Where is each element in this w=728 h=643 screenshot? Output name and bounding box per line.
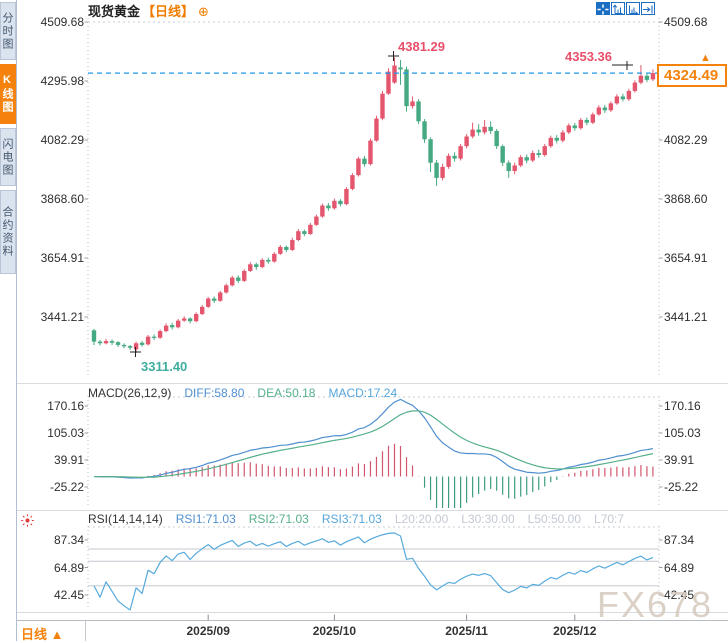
rsi2-value: RSI2:71.03	[248, 512, 309, 526]
date-label: 2025/09	[186, 624, 230, 638]
sidebar: 分时图 K线图闪电图合约资料	[0, 0, 17, 641]
macd-dea-value: DEA:50.18	[257, 386, 316, 400]
price-axis-label: 3868.60	[664, 191, 708, 206]
extreme-markers	[130, 51, 633, 357]
chart-header: 现货黄金 【日线】 ⊕	[88, 1, 209, 20]
price-axis-label: 4082.29	[664, 133, 708, 147]
fit-vertical-icon	[612, 4, 623, 14]
price-axis-label: 3441.21	[664, 310, 708, 324]
price-axis-label: 4295.98	[40, 74, 84, 88]
panel-divider	[17, 383, 728, 384]
macd-axis-label: -25.22	[664, 480, 699, 494]
symbol-title: 现货黄金	[88, 4, 141, 19]
macd-axis-label: 105.03	[664, 426, 701, 440]
rsi-title: RSI(14,14,14)	[88, 512, 163, 526]
rsi-header: RSI(14,14,14) RSI1:71.03 RSI2:71.03 RSI3:71…	[88, 512, 650, 526]
price-axis-label: 4509.68	[664, 15, 708, 29]
macd-diff-line	[93, 398, 654, 479]
macd-diff-value: DIFF:58.80	[184, 386, 245, 400]
macd-axis-label: 105.03	[47, 426, 84, 440]
crosshair-tool-icon	[597, 4, 609, 15]
price-axis-label: 3441.21	[40, 310, 84, 324]
panel-divider	[17, 510, 728, 511]
rsi-level-label: L20:20.00	[394, 512, 449, 526]
up-triangle-icon: ▲	[700, 52, 711, 64]
last-price-badge: 4324.49	[657, 64, 727, 87]
rsi-gridlines	[88, 548, 659, 587]
fit-horizontal-icon	[629, 5, 639, 16]
sidebar-tab-4[interactable]: 合约资料	[0, 190, 16, 274]
candlestick-series	[91, 57, 656, 353]
rsi-line	[93, 532, 654, 611]
macd-histogram	[99, 443, 654, 508]
macd-axis-label: 39.91	[664, 452, 695, 467]
axis-tick-marks	[84, 21, 663, 596]
rsi-axis-label: 42.45	[664, 588, 695, 602]
macd-axis-label: 170.16	[664, 399, 701, 413]
macd-axis-label: -25.22	[49, 480, 84, 494]
circle-plus-icon[interactable]: ⊕	[198, 4, 209, 19]
rsi-axis-label: 87.34	[664, 533, 695, 547]
rsi-axis-label: 87.34	[53, 533, 84, 547]
macd-dea-line	[93, 410, 654, 478]
annotation-peak-high: 4381.29	[398, 39, 445, 54]
rsi-level-label: L30:30.00	[461, 512, 515, 526]
price-axis-label: 3654.91	[664, 250, 708, 265]
rsi-level-labels: L20:20.00 L30:30.00 L50:50.00 L70:7	[395, 512, 637, 526]
rsi-level-label: L50:50.00	[527, 512, 582, 526]
period-tab-daily[interactable]: 日线 ▲	[21, 627, 64, 642]
fit-horizontal-button[interactable]	[626, 2, 640, 16]
macd-title: MACD(26,12,9)	[88, 386, 172, 400]
rsi-axis-label: 64.89	[664, 560, 695, 575]
date-label: 2025/11	[445, 624, 488, 638]
rsi-level-label: L70:7	[594, 512, 625, 526]
price-axis-label: 3868.60	[40, 191, 84, 206]
macd-header: MACD(26,12,9) DIFF:58.80 DEA:50.18 MACD:17.…	[88, 386, 410, 400]
rsi1-value: RSI1:71.03	[175, 512, 236, 526]
macd-axis-label: 170.16	[47, 399, 84, 413]
jump-to-latest-button[interactable]	[641, 2, 655, 15]
annotation-period-low: 3311.40	[141, 359, 188, 374]
sidebar-tab-2[interactable]: K线图	[0, 64, 16, 124]
sidebar-tab-3[interactable]: 闪电图	[0, 128, 16, 186]
fit-vertical-button[interactable]	[611, 2, 625, 15]
bottom-bar-divider	[85, 621, 86, 641]
date-label: 2025/10	[312, 624, 357, 638]
price-axis-label: 4082.29	[40, 133, 84, 147]
panel-divider	[17, 612, 728, 613]
rsi-axis-label: 64.89	[53, 560, 84, 575]
price-axis-label: 3654.91	[40, 250, 84, 265]
date-axis-line	[17, 620, 728, 621]
period-tag: 【日线】	[142, 4, 195, 19]
jump-to-latest-icon	[643, 5, 653, 14]
price-axis-label: 4509.68	[40, 15, 84, 29]
sidebar-tab-1[interactable]: 分时图	[0, 2, 16, 60]
date-label: 2025/12	[553, 624, 597, 638]
macd-axis-label: 39.91	[53, 452, 84, 467]
macd-hist-value: MACD:17.24	[328, 386, 398, 400]
indicator-settings-icon[interactable]	[20, 513, 35, 533]
rsi-axis-label: 42.45	[53, 588, 84, 602]
rsi3-value: RSI3:71.03	[321, 512, 382, 526]
crosshair-tool-button[interactable]	[596, 2, 610, 15]
month-tick-marks	[207, 614, 576, 621]
annotation-recent-high: 4353.36	[565, 49, 612, 64]
